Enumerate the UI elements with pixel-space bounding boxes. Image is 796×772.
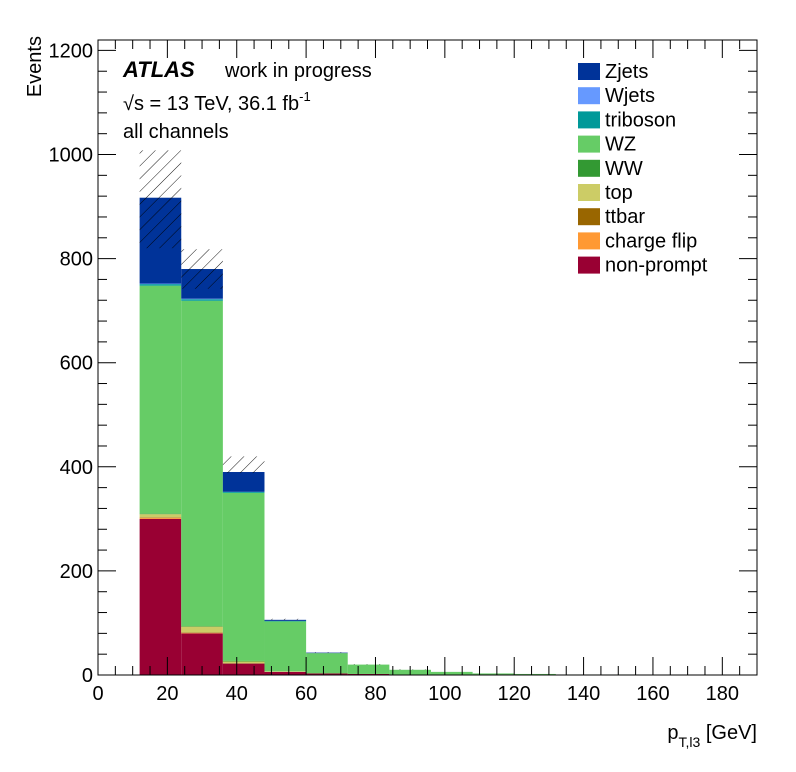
bar-wz-bin-3	[264, 621, 307, 672]
uncertainty-bin-2	[222, 456, 265, 474]
y-tick-label: 400	[60, 457, 93, 479]
bar-zjets-bin-2	[222, 472, 265, 492]
bar-wz-bin-2	[222, 492, 265, 661]
x-axis-label: pT,l3 [GeV]	[667, 722, 757, 750]
bar-top-bin-3	[264, 671, 307, 672]
atlas-label: ATLAS	[122, 57, 195, 82]
bar-wjets-bin-0	[139, 283, 182, 285]
y-tick-label: 800	[60, 249, 93, 271]
bar-triboson-bin-2	[222, 491, 265, 493]
bar-ttbar-bin-1	[181, 632, 223, 633]
bar-wjets-bin-1	[181, 298, 223, 300]
x-tick-label: 120	[498, 683, 531, 705]
uncertainty-bin-1	[181, 249, 223, 289]
bar-wz-bin-5	[347, 664, 390, 674]
bar-non-prompt-bin-4	[306, 673, 348, 675]
bar-zjets-bin-4	[306, 652, 348, 654]
bar-wz-bin-8	[472, 673, 515, 675]
bar-triboson-bin-3	[264, 620, 307, 622]
uncertainty-bin-4	[306, 652, 348, 653]
legend-swatch-wz	[578, 135, 600, 153]
energy-label: √s = 13 TeV, 36.1 fb	[123, 93, 299, 115]
bar-wz-bin-7	[430, 671, 473, 675]
x-tick-label: 0	[92, 683, 103, 705]
region-label: all channels	[123, 121, 229, 143]
x-tick-label: 100	[428, 683, 461, 705]
bar-ttbar-bin-0	[139, 517, 182, 518]
bar-charge-flip-bin-0	[139, 517, 182, 519]
bar-wz-bin-0	[139, 285, 182, 514]
x-tick-label: 160	[636, 683, 669, 705]
legend-label-wz: WZ	[605, 134, 636, 156]
bar-non-prompt-bin-2	[222, 663, 265, 675]
y-tick-label: 200	[60, 561, 93, 583]
bar-ww-bin-1	[181, 626, 223, 627]
bar-non-prompt-bin-0	[139, 518, 182, 675]
bar-top-bin-0	[139, 514, 182, 518]
y-tick-label: 0	[82, 665, 93, 687]
legend-swatch-triboson	[578, 111, 600, 129]
y-axis-label: Events	[24, 36, 46, 97]
x-tick-label: 60	[295, 683, 317, 705]
bar-wz-bin-1	[181, 300, 223, 627]
legend-label-ttbar: ttbar	[605, 206, 645, 228]
y-tick-label: 1000	[49, 145, 94, 167]
bar-ww-bin-0	[139, 513, 182, 515]
status-label: work in progress	[224, 60, 372, 82]
legend-swatch-charge-flip	[578, 232, 600, 250]
uncertainty-bin-5	[347, 664, 390, 665]
legend-label-zjets: Zjets	[605, 61, 648, 83]
x-tick-labels: 0 20 40 60 80 100 120 140 160 180	[92, 683, 739, 705]
bar-non-prompt-bin-3	[264, 671, 307, 675]
bar-triboson-bin-0	[139, 284, 182, 286]
x-tick-label: 80	[364, 683, 386, 705]
uncertainty-bin-0	[139, 150, 182, 249]
legend-label-wjets: Wjets	[605, 85, 655, 107]
bar-triboson-bin-1	[181, 299, 223, 301]
legend-label-top: top	[605, 182, 633, 204]
legend-label-charge-flip: charge flip	[605, 230, 697, 252]
x-axis-label-main: p	[667, 722, 678, 744]
y-tick-labels: 0 200 400 600 800 1000 1200	[49, 40, 94, 687]
axis-ticks	[97, 40, 758, 676]
x-tick-label: 140	[567, 683, 600, 705]
x-tick-label: 180	[706, 683, 739, 705]
x-tick-label: 20	[156, 683, 178, 705]
bar-non-prompt-bin-5	[347, 673, 390, 675]
bar-top-bin-2	[222, 661, 265, 664]
lumi-exponent: -1	[299, 89, 311, 104]
energy-lumi-label: √s = 13 TeV, 36.1 fb-1	[123, 89, 311, 115]
legend-swatch-top	[578, 184, 600, 201]
x-axis-label-subscript: T,l3	[679, 734, 701, 750]
stacked-bars	[139, 197, 640, 675]
legend-swatch-wjets	[578, 87, 600, 105]
bar-ww-bin-2	[222, 660, 265, 662]
legend-swatch-non-prompt	[578, 256, 600, 274]
x-axis-label-unit: [GeV]	[706, 722, 757, 744]
legend-label-triboson: triboson	[605, 109, 676, 131]
uncertainty-bin-3	[264, 618, 307, 620]
legend-label-ww: WW	[605, 158, 643, 180]
legend-label-non-prompt: non-prompt	[605, 255, 708, 277]
bar-top-bin-1	[181, 626, 223, 633]
bar-zjets-bin-3	[264, 619, 307, 621]
y-tick-label: 1200	[49, 40, 94, 62]
bar-wz-bin-4	[306, 653, 348, 674]
y-tick-label: 600	[60, 353, 93, 375]
legend-swatch-zjets	[578, 63, 600, 80]
legend-swatch-ww	[578, 159, 600, 177]
legend-swatch-ttbar	[578, 208, 600, 226]
x-tick-label: 40	[226, 683, 248, 705]
bar-charge-flip-bin-1	[181, 632, 223, 634]
bar-wz-bin-9	[514, 673, 556, 675]
